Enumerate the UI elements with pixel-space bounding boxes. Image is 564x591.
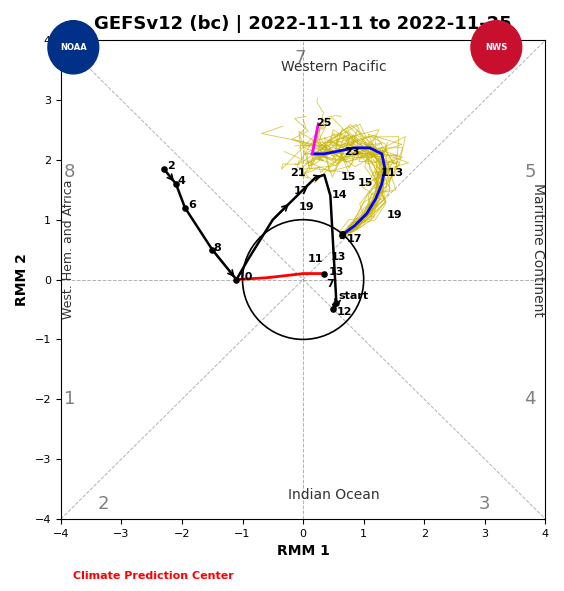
Title: GEFSv12 (bc) | 2022-11-11 to 2022-11-25: GEFSv12 (bc) | 2022-11-11 to 2022-11-25 — [94, 15, 512, 33]
Text: Western Pacific: Western Pacific — [280, 60, 386, 74]
Text: West. Hem. and Africa: West. Hem. and Africa — [61, 180, 74, 319]
Text: 11: 11 — [308, 254, 324, 264]
Text: 15: 15 — [341, 171, 356, 181]
Text: 6: 6 — [188, 200, 196, 210]
Point — [338, 230, 347, 239]
Text: 1: 1 — [64, 390, 76, 408]
Circle shape — [48, 21, 99, 74]
Text: 4: 4 — [177, 176, 185, 186]
Text: 19: 19 — [387, 210, 402, 220]
Text: Indian Ocean: Indian Ocean — [288, 488, 379, 502]
Text: 5: 5 — [525, 163, 536, 181]
Text: 21: 21 — [290, 168, 305, 178]
Text: 10: 10 — [237, 272, 253, 282]
Text: 3: 3 — [479, 495, 491, 513]
Text: 8: 8 — [64, 163, 76, 181]
Point — [232, 275, 241, 284]
Text: 6: 6 — [485, 49, 496, 67]
Text: Maritime Continent: Maritime Continent — [531, 183, 545, 317]
Text: 13: 13 — [329, 267, 344, 277]
Text: 23: 23 — [344, 147, 360, 157]
Text: 17: 17 — [347, 234, 362, 244]
Point — [332, 299, 341, 309]
Point — [208, 245, 217, 254]
Point — [320, 269, 329, 278]
Text: start: start — [338, 291, 368, 301]
Circle shape — [471, 21, 522, 74]
Text: 15: 15 — [358, 177, 373, 187]
Text: 2: 2 — [98, 495, 109, 513]
Text: 13: 13 — [331, 252, 346, 262]
Text: 9: 9 — [338, 232, 346, 242]
Text: 25: 25 — [316, 118, 332, 128]
Text: 7: 7 — [326, 280, 334, 290]
Text: 4: 4 — [525, 390, 536, 408]
Text: 8: 8 — [213, 243, 221, 253]
Text: 7: 7 — [294, 49, 306, 67]
Point — [171, 179, 180, 189]
Text: 2: 2 — [167, 161, 174, 171]
Text: 12: 12 — [337, 307, 352, 317]
Text: 19: 19 — [298, 202, 314, 212]
Point — [180, 203, 190, 212]
Y-axis label: RMM 2: RMM 2 — [15, 253, 29, 306]
Text: 113: 113 — [381, 168, 404, 178]
Text: NOAA: NOAA — [60, 43, 87, 52]
X-axis label: RMM 1: RMM 1 — [277, 544, 329, 558]
Text: NWS: NWS — [485, 43, 508, 52]
Text: 14: 14 — [332, 190, 348, 200]
Text: 17: 17 — [294, 186, 310, 196]
Point — [159, 164, 168, 174]
Text: Climate Prediction Center: Climate Prediction Center — [73, 571, 234, 581]
Point — [329, 305, 338, 314]
